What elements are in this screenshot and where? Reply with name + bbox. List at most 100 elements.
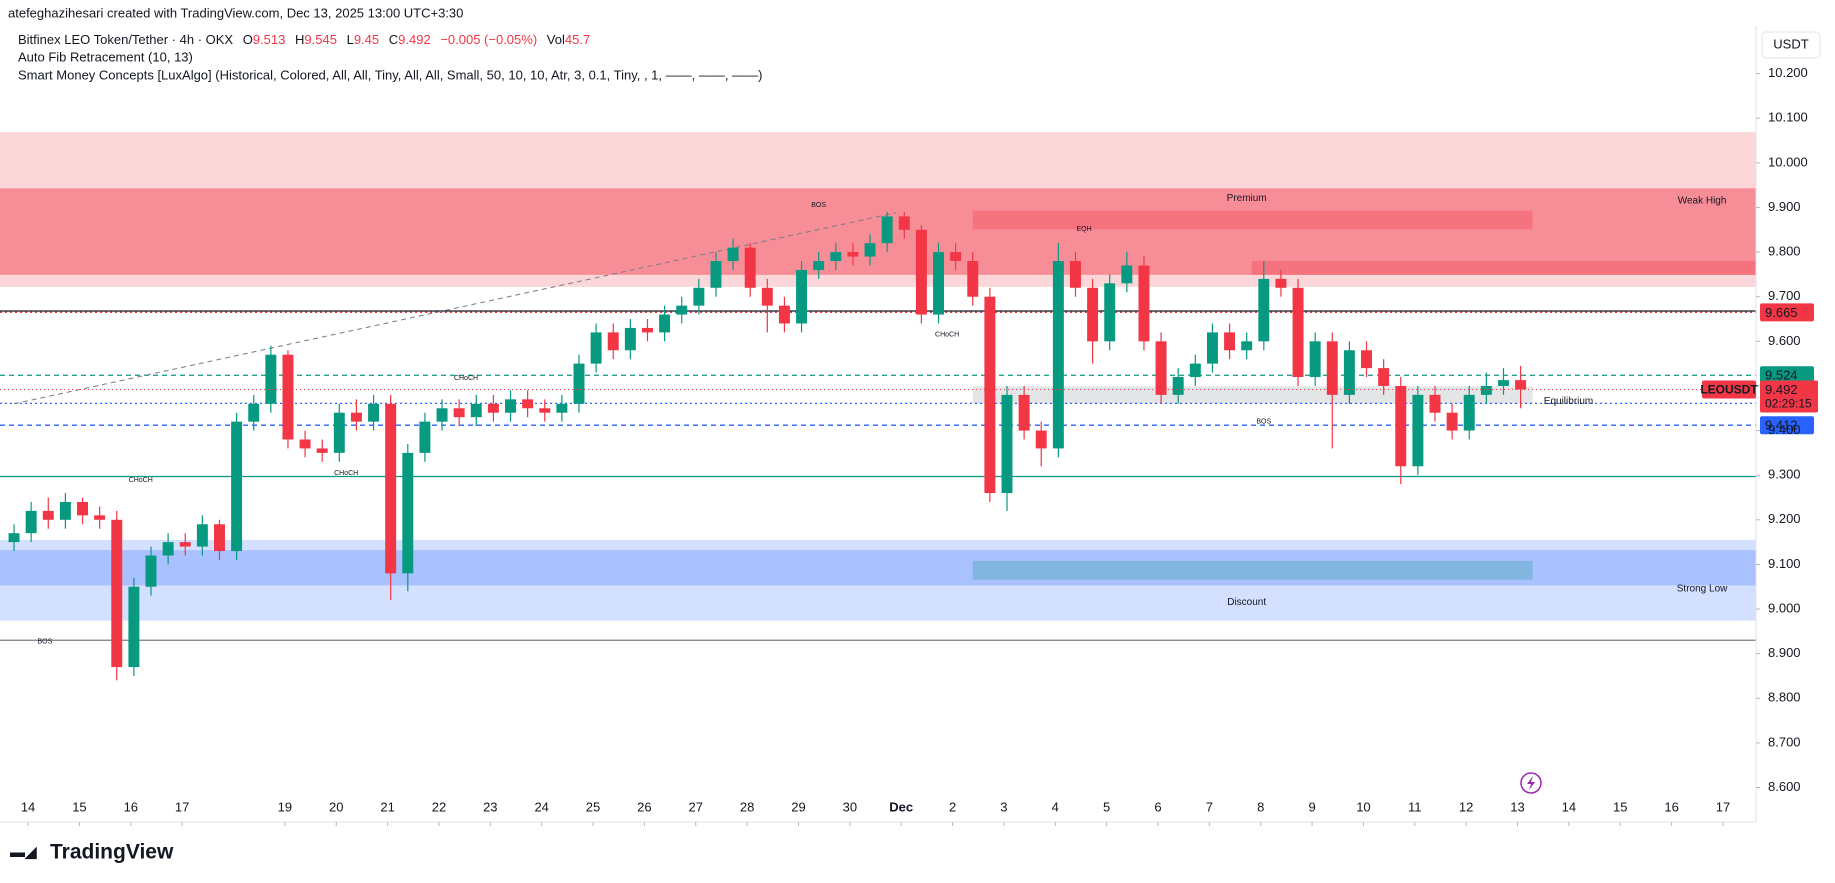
plot-area: Premium Discount Equilibrium Weak High Stron… <box>0 132 1756 681</box>
x-tick-label: 7 <box>1206 799 1213 814</box>
c-value: 9.492 <box>398 32 431 47</box>
annotation: BOS <box>37 638 52 645</box>
candle-body <box>590 332 602 364</box>
o-label: O <box>243 32 253 47</box>
candle-body <box>94 515 106 520</box>
x-tick-label: 23 <box>483 799 497 814</box>
candle-body <box>1463 394 1475 431</box>
candle-body <box>693 287 705 306</box>
y-tick-label: 9.600 <box>1768 333 1801 348</box>
candle-body <box>1446 412 1458 431</box>
last-price-label: 9.492 <box>1765 382 1798 397</box>
zone <box>0 188 1756 275</box>
x-tick-label: 14 <box>1562 799 1576 814</box>
credit: atefeghazihesari created with TradingVie… <box>8 5 463 20</box>
zone <box>1251 261 1756 275</box>
annotation: CHoCH <box>454 375 478 382</box>
x-tick-label: 16 <box>1664 799 1678 814</box>
candle-body <box>59 501 71 520</box>
currency[interactable]: USDT <box>1773 36 1808 51</box>
candle-body <box>505 399 516 413</box>
candle-body <box>744 247 756 288</box>
candle-body <box>1001 394 1013 494</box>
x-tick-label: 13 <box>1510 799 1524 814</box>
x-tick-label: 19 <box>278 799 292 814</box>
vol-label: Vol <box>547 32 565 47</box>
annotation: EQH <box>1076 226 1091 233</box>
candle-body <box>1121 265 1133 284</box>
x-tick-label: 17 <box>1716 799 1730 814</box>
candle-body <box>42 510 54 520</box>
currency-button[interactable] <box>1761 31 1821 59</box>
x-tick-label: 25 <box>586 799 600 814</box>
x-tick-label: 24 <box>534 799 548 814</box>
candle-body <box>1395 385 1407 467</box>
annotation: Weak High <box>1678 195 1727 206</box>
candle-body <box>299 439 311 449</box>
annotation: BOS <box>1256 418 1271 425</box>
price-tag-label: 9.665 <box>1765 305 1798 320</box>
candle-body <box>77 501 88 516</box>
zone <box>972 560 1533 580</box>
candle-body <box>556 403 568 413</box>
candle-body <box>436 408 448 422</box>
candle-body <box>8 533 20 543</box>
candle-body <box>1104 283 1116 342</box>
candle-body <box>385 403 397 574</box>
x-tick-label: 3 <box>1000 799 1007 814</box>
legend: Bitfinex LEO Token/Tether · 4h · OKX O9.… <box>18 32 590 47</box>
candle-body <box>179 542 191 547</box>
zone <box>0 550 1756 586</box>
change: −0.005 (−0.05%) <box>440 32 537 47</box>
y-tick-label: 10.000 <box>1768 154 1808 169</box>
candle-body <box>1429 394 1441 413</box>
countdown: 02:29:15 <box>1765 397 1812 411</box>
candle-body <box>25 510 37 534</box>
x-tick-label: 15 <box>72 799 86 814</box>
y-tick-label: 9.800 <box>1768 244 1801 259</box>
y-tick-label: 8.800 <box>1768 690 1801 705</box>
candle-body <box>214 524 225 552</box>
annotation: Strong Low <box>1677 584 1728 595</box>
candle-body <box>898 216 910 230</box>
price-tag <box>1760 366 1814 385</box>
candle-body <box>813 261 825 270</box>
x-tick-label: 8 <box>1257 799 1264 814</box>
candle-body <box>1052 261 1064 449</box>
x-tick-label: 29 <box>791 799 805 814</box>
y-tick-label: 9.300 <box>1768 467 1801 482</box>
candle-body <box>282 354 294 440</box>
candle-body <box>1309 341 1321 378</box>
annotation: Discount <box>1227 597 1266 608</box>
candle-body <box>967 261 979 297</box>
y-tick-label: 8.600 <box>1768 779 1801 794</box>
y-tick-label: 8.900 <box>1768 645 1801 660</box>
candle-body <box>1155 341 1167 395</box>
x-tick-label: 16 <box>124 799 138 814</box>
x-tick-label: 4 <box>1052 799 1059 814</box>
candle-body <box>1498 380 1509 386</box>
candle-body <box>368 403 380 422</box>
candle-body <box>1275 278 1287 288</box>
logo-mark: ▬◢ <box>10 844 37 861</box>
x-tick-label: 5 <box>1103 799 1110 814</box>
candle-body <box>1070 261 1081 288</box>
last-price-tag <box>1760 380 1818 413</box>
x-tick-label: 14 <box>21 799 35 814</box>
candle-body <box>248 403 260 422</box>
annotation: Equilibrium <box>1544 396 1593 407</box>
candle-body <box>128 586 140 668</box>
candle-body <box>676 305 688 315</box>
x-tick-label: 11 <box>1408 799 1422 814</box>
candle-body <box>1480 385 1492 395</box>
y-tick-label: 8.700 <box>1768 734 1801 749</box>
alert-icon[interactable] <box>1520 772 1542 794</box>
candle-body <box>145 555 157 587</box>
l-label: L <box>347 32 354 47</box>
zone <box>972 386 1533 404</box>
candle-body <box>1378 368 1390 386</box>
fib-trendline <box>13 212 896 405</box>
candle-body <box>470 403 482 418</box>
candle-body <box>830 252 842 262</box>
vol-value: 45.7 <box>565 32 590 47</box>
